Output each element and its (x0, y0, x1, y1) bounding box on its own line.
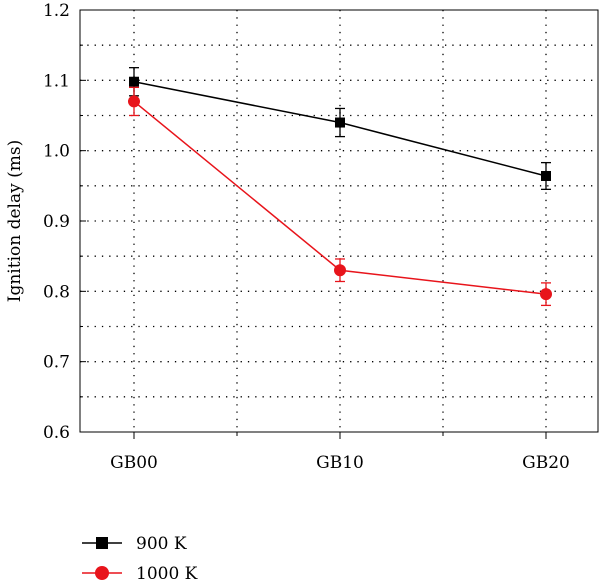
y-tick-label: 1.0 (43, 142, 70, 162)
legend-marker (95, 566, 109, 580)
x-tick-label: GB00 (110, 453, 158, 473)
legend: 900 K 1000 K (82, 534, 198, 581)
series (128, 67, 552, 307)
x-tick-label: GB20 (522, 453, 570, 473)
data-point (540, 288, 552, 301)
grid-lines (80, 10, 598, 432)
series-2 (128, 86, 552, 307)
data-point (541, 170, 551, 181)
y-tick-label: 0.8 (43, 282, 70, 302)
y-axis-ticks: 0.6 0.7 0.8 0.9 1.0 1.1 1.2 (43, 1, 86, 443)
x-tick-label: GB10 (316, 453, 364, 473)
data-point (129, 76, 139, 87)
plot-frame (79, 9, 599, 433)
y-tick-label: 0.7 (43, 353, 70, 373)
legend-item-2: 1000 K (82, 564, 198, 581)
axes (79, 9, 599, 433)
series-1 (129, 67, 551, 191)
data-point (335, 117, 345, 128)
data-point (334, 264, 346, 277)
data-point (128, 95, 140, 108)
legend-label: 1000 K (136, 564, 198, 581)
y-tick-label: 1.2 (43, 1, 70, 21)
y-tick-label: 0.6 (43, 423, 70, 443)
y-axis-title: Ignition delay (ms) (5, 140, 25, 302)
legend-item-1: 900 K (82, 534, 187, 554)
legend-marker (96, 537, 108, 549)
x-axis-ticks: GB00 GB10 GB20 (110, 432, 570, 473)
y-tick-label: 0.9 (43, 212, 70, 232)
legend-label: 900 K (136, 534, 187, 554)
y-tick-label: 1.1 (43, 71, 70, 91)
